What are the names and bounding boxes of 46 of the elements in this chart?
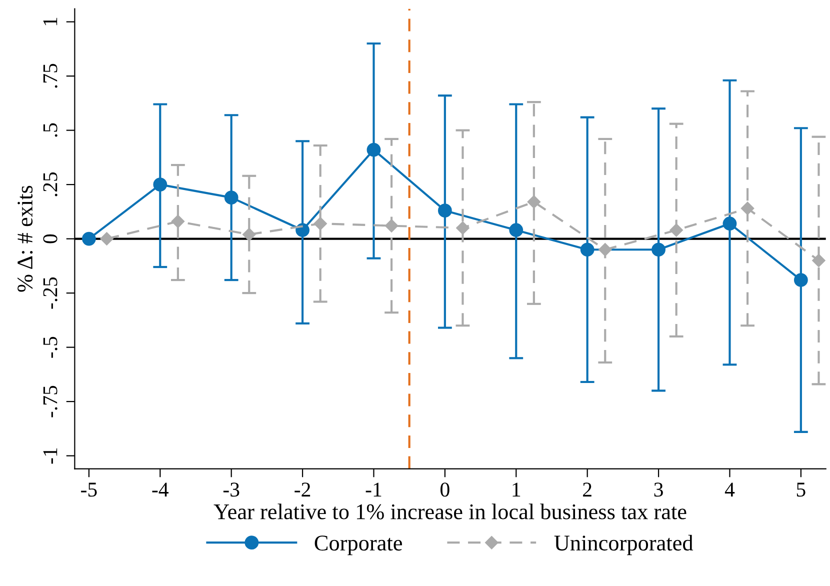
y-tick-label: -1 bbox=[43, 448, 58, 464]
y-tick-label: .5 bbox=[43, 123, 58, 137]
point bbox=[740, 202, 754, 216]
point bbox=[153, 178, 168, 192]
x-tick-label: 1 bbox=[512, 482, 520, 496]
x-tick-label: -1 bbox=[366, 482, 382, 496]
y-tick-label: 1 bbox=[43, 18, 58, 26]
point bbox=[438, 204, 452, 218]
point bbox=[722, 216, 737, 231]
point bbox=[812, 254, 826, 268]
point bbox=[598, 243, 612, 256]
point bbox=[242, 228, 256, 242]
point bbox=[82, 232, 96, 246]
point bbox=[652, 242, 666, 257]
point bbox=[224, 190, 238, 205]
point bbox=[100, 232, 114, 246]
point bbox=[794, 273, 808, 287]
x-tick-label: 2 bbox=[583, 482, 592, 496]
legend-label: Unincorporated bbox=[554, 534, 694, 556]
x-tick-label: -5 bbox=[81, 482, 97, 497]
x-tick-label: 5 bbox=[796, 482, 806, 497]
point bbox=[527, 195, 541, 208]
point bbox=[509, 223, 524, 238]
x-tick-label: 4 bbox=[724, 482, 735, 496]
x-tick-label: 0 bbox=[440, 482, 450, 497]
x-tick-label: -3 bbox=[223, 482, 240, 497]
x-tick-label: -4 bbox=[152, 482, 168, 496]
y-tick-label: -.75 bbox=[43, 386, 58, 418]
y-axis-title: % Δ: # exits bbox=[18, 186, 33, 292]
y-tick-label: .25 bbox=[43, 172, 58, 196]
point bbox=[456, 221, 470, 235]
point bbox=[670, 224, 683, 237]
point bbox=[314, 217, 327, 230]
x-axis-title: Year relative to 1% increase in local business tax rate bbox=[214, 504, 686, 520]
point bbox=[366, 142, 381, 157]
point bbox=[384, 219, 398, 232]
point bbox=[580, 242, 594, 257]
y-tick-label: .75 bbox=[43, 64, 58, 88]
y-tick-label: -.5 bbox=[43, 336, 58, 358]
x-tick-label: -2 bbox=[294, 482, 310, 496]
point bbox=[296, 223, 310, 238]
legend-label: Corporate bbox=[314, 536, 402, 556]
x-tick-label: 3 bbox=[654, 482, 663, 497]
y-tick-label: -.25 bbox=[43, 277, 58, 309]
y-tick-label: 0 bbox=[43, 234, 58, 244]
point bbox=[171, 214, 185, 228]
